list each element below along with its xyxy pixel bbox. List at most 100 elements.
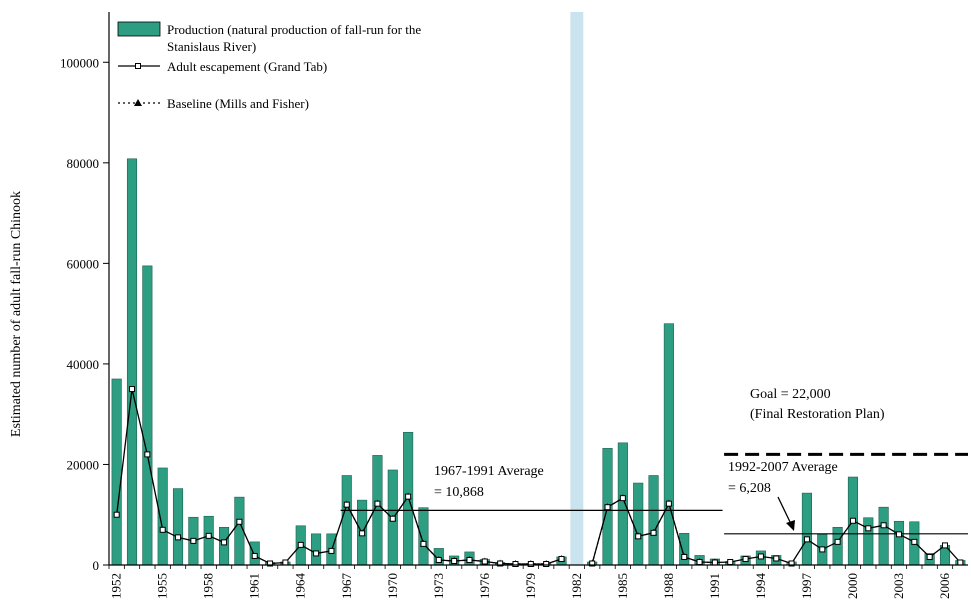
escapement-point-1987 xyxy=(650,529,657,536)
bar-2002 xyxy=(878,506,889,566)
escapement-point-1973 xyxy=(435,556,442,563)
bar-1956 xyxy=(172,488,184,566)
x-tick-label-1958: 1958 xyxy=(201,573,216,599)
escapement-point-1960 xyxy=(236,518,243,525)
escapement-point-1956 xyxy=(175,534,182,541)
legend-production-label: Production (natural production of fall-r… xyxy=(167,22,421,37)
legend: Production (natural production of fall-r… xyxy=(117,21,421,111)
escapement-point-1979 xyxy=(527,560,534,567)
bar-1986 xyxy=(633,482,644,566)
x-tick-label-2000: 2000 xyxy=(845,573,860,599)
bar-1967 xyxy=(341,475,352,566)
escapement-point-1955 xyxy=(159,526,166,533)
x-tick-label-2003: 2003 xyxy=(891,573,906,599)
bar-1958 xyxy=(203,515,214,566)
x-tick-label-1985: 1985 xyxy=(615,573,630,599)
legend-baseline-label: Baseline (Mills and Fisher) xyxy=(167,96,309,111)
escapement-point-1962 xyxy=(267,560,274,567)
bar-1953 xyxy=(126,158,138,566)
bar-1972 xyxy=(418,507,429,566)
legend-escapement-label: Adult escapement (Grand Tab) xyxy=(167,59,327,74)
escapement-point-1975 xyxy=(466,556,473,563)
x-tick-label-1961: 1961 xyxy=(247,573,262,599)
y-axis-label: Estimated number of adult fall-run Chino… xyxy=(9,191,24,437)
escapement-point-1978 xyxy=(512,560,519,567)
escapement-point-1989 xyxy=(681,553,688,560)
escapement-point-2000 xyxy=(849,517,856,524)
x-tick-label-1967: 1967 xyxy=(339,573,354,600)
escapement-point-1991 xyxy=(711,559,718,566)
bar-1960 xyxy=(234,496,245,566)
legend-production-swatch xyxy=(117,21,161,37)
escapement-point-1966 xyxy=(328,547,335,554)
escapement-point-1986 xyxy=(635,533,642,540)
escapement-point-1990 xyxy=(696,558,703,565)
bar-1987 xyxy=(648,475,659,566)
bar-1988 xyxy=(663,323,674,566)
average-1992-2007-value: = 6,208 xyxy=(728,481,771,496)
escapement-line-segment-1 xyxy=(591,497,961,565)
bar-1959 xyxy=(218,526,230,566)
escapement-point-1998 xyxy=(819,546,826,553)
goal-note: (Final Restoration Plan) xyxy=(750,407,885,422)
escapement-point-2002 xyxy=(880,522,887,529)
highlight-band-1982 xyxy=(570,12,584,565)
bar-1989 xyxy=(679,533,690,566)
escapement-point-1963 xyxy=(282,559,289,566)
bar-1954 xyxy=(142,265,153,566)
escapement-point-1995 xyxy=(773,555,780,562)
escapement-point-1997 xyxy=(803,536,810,543)
legend-baseline-marker xyxy=(134,99,142,106)
x-tick-label-1964: 1964 xyxy=(293,573,308,600)
escapement-point-1957 xyxy=(190,537,197,544)
bar-1965 xyxy=(311,533,322,566)
y-tick-label-80000: 80000 xyxy=(67,156,100,171)
legend-escapement-marker xyxy=(135,63,141,69)
escapement-point-1972 xyxy=(420,540,427,547)
bar-1985 xyxy=(617,442,628,566)
x-tick-label-1973: 1973 xyxy=(431,573,446,599)
escapement-point-2006 xyxy=(941,542,948,549)
escapement-point-1970 xyxy=(389,515,396,522)
bar-2001 xyxy=(863,517,874,566)
bar-1952 xyxy=(111,378,122,566)
y-tick-label-40000: 40000 xyxy=(67,357,100,372)
x-tick-label-1979: 1979 xyxy=(523,573,538,599)
escapement-point-1992 xyxy=(727,558,734,565)
escapement-point-1977 xyxy=(497,560,504,567)
escapement-point-1981 xyxy=(558,555,565,562)
escapement-point-1994 xyxy=(757,553,764,560)
escapement-point-1980 xyxy=(543,560,550,567)
escapement-point-1984 xyxy=(604,504,611,511)
x-tick-label-1982: 1982 xyxy=(569,573,584,599)
escapement-point-1953 xyxy=(129,386,136,393)
escapement-point-1993 xyxy=(742,555,749,562)
escapement-point-1959 xyxy=(221,539,228,546)
escapement-point-1967 xyxy=(343,501,350,508)
x-tick-label-2006: 2006 xyxy=(937,573,952,600)
escapement-point-1964 xyxy=(297,541,304,548)
escapement-point-1965 xyxy=(313,550,320,557)
legend-production-label-cont: Stanislaus River) xyxy=(167,39,256,54)
escapement-point-2001 xyxy=(865,525,872,532)
average-1967-1991-label: 1967-1991 Average xyxy=(434,464,544,479)
average-1992-2007-label: 1992-2007 Average xyxy=(728,460,838,475)
escapement-point-1952 xyxy=(113,511,120,518)
bar-1997 xyxy=(801,492,812,566)
average-1967-1991-value: = 10,868 xyxy=(434,485,484,500)
x-tick-label-1976: 1976 xyxy=(477,573,492,600)
x-tick-label-1952: 1952 xyxy=(109,573,124,599)
x-tick-label-1994: 1994 xyxy=(753,573,768,600)
escapement-point-1968 xyxy=(359,530,366,537)
x-tick-label-1991: 1991 xyxy=(707,573,722,599)
escapement-point-2003 xyxy=(895,531,902,538)
escapement-point-1999 xyxy=(834,538,841,545)
x-tick-label-1955: 1955 xyxy=(155,573,170,599)
escapement-point-1971 xyxy=(405,493,412,500)
y-tick-label-0: 0 xyxy=(93,558,100,573)
escapement-point-2005 xyxy=(926,553,933,560)
goal-label: Goal = 22,000 xyxy=(750,387,831,402)
escapement-point-1988 xyxy=(665,500,672,507)
escapement-point-2004 xyxy=(911,538,918,545)
